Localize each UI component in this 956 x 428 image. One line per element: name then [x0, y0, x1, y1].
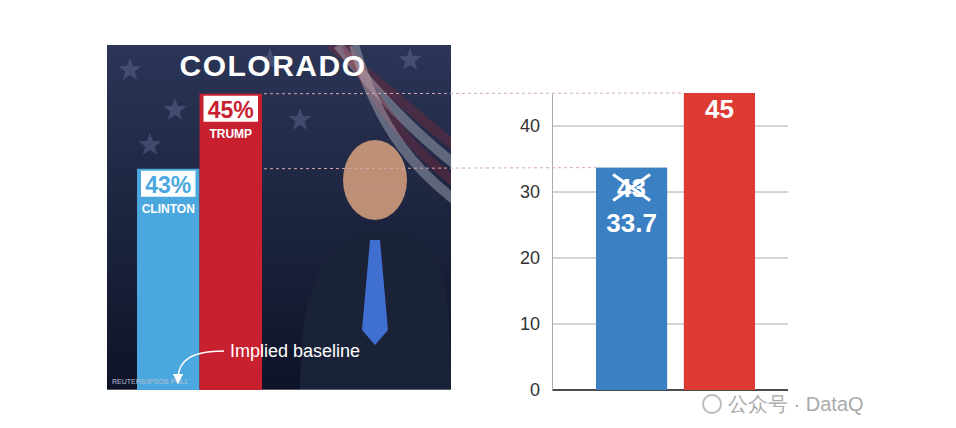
annotation: Implied baseline: [230, 341, 360, 361]
tick-label: 10: [520, 314, 540, 334]
chart-canvas: 43% CLINTON 45% TRUMP COLORADO REUTERS/IPSOS …: [0, 0, 956, 428]
connectors: [264, 93, 684, 169]
bars: [596, 93, 755, 390]
bar-chart: 0102030404333.745: [520, 93, 788, 400]
data-label: 33.7: [606, 208, 657, 238]
data-labels: 4333.745: [606, 94, 734, 238]
annotation-arrow: [178, 351, 224, 379]
tick: 10: [520, 314, 552, 334]
star: [119, 58, 142, 80]
bar: [684, 93, 755, 390]
strike-line: [613, 175, 650, 201]
figure-tie: [362, 240, 388, 345]
watermark-text: 公众号 · DataQ: [728, 393, 864, 415]
tick: 0: [530, 380, 552, 400]
figure-head: [343, 140, 407, 220]
category-label: CLINTON: [142, 202, 195, 216]
label-box: [204, 96, 259, 122]
strike-line: [613, 175, 650, 201]
tick: 40: [520, 116, 552, 136]
source: REUTERS/IPSOS POLL: [112, 378, 189, 385]
tick: 30: [520, 182, 552, 202]
tick-label: 20: [520, 248, 540, 268]
connector-line: [264, 168, 596, 169]
star: [139, 133, 162, 155]
data-label: 45%: [208, 97, 254, 123]
star: [289, 108, 312, 130]
watermark-icon: [703, 395, 721, 413]
watermark: 公众号 · DataQ: [703, 393, 864, 415]
data-label: 43%: [145, 172, 191, 198]
chart-title: COLORADO: [180, 49, 367, 82]
category-label: TRUMP: [209, 127, 252, 141]
label-box: [141, 171, 196, 197]
poster-panel: 43% CLINTON 45% TRUMP COLORADO REUTERS/IPSOS …: [107, 45, 460, 390]
axis-line: [552, 94, 553, 391]
star: [399, 48, 422, 70]
tick-label: 30: [520, 182, 540, 202]
figure-silhouette: [300, 231, 451, 390]
y-axis: 0 10 20 30 40: [520, 94, 553, 401]
data-labels: 43% CLINTON 45% TRUMP: [141, 96, 258, 216]
data-label: 45: [705, 94, 734, 124]
poster-decoration: [119, 45, 451, 390]
tick: 20: [520, 248, 552, 268]
connector-line: [264, 93, 684, 95]
star: [164, 98, 187, 120]
bar: [596, 168, 667, 390]
tick-label: 0: [530, 380, 540, 400]
tick-label: 40: [520, 116, 540, 136]
